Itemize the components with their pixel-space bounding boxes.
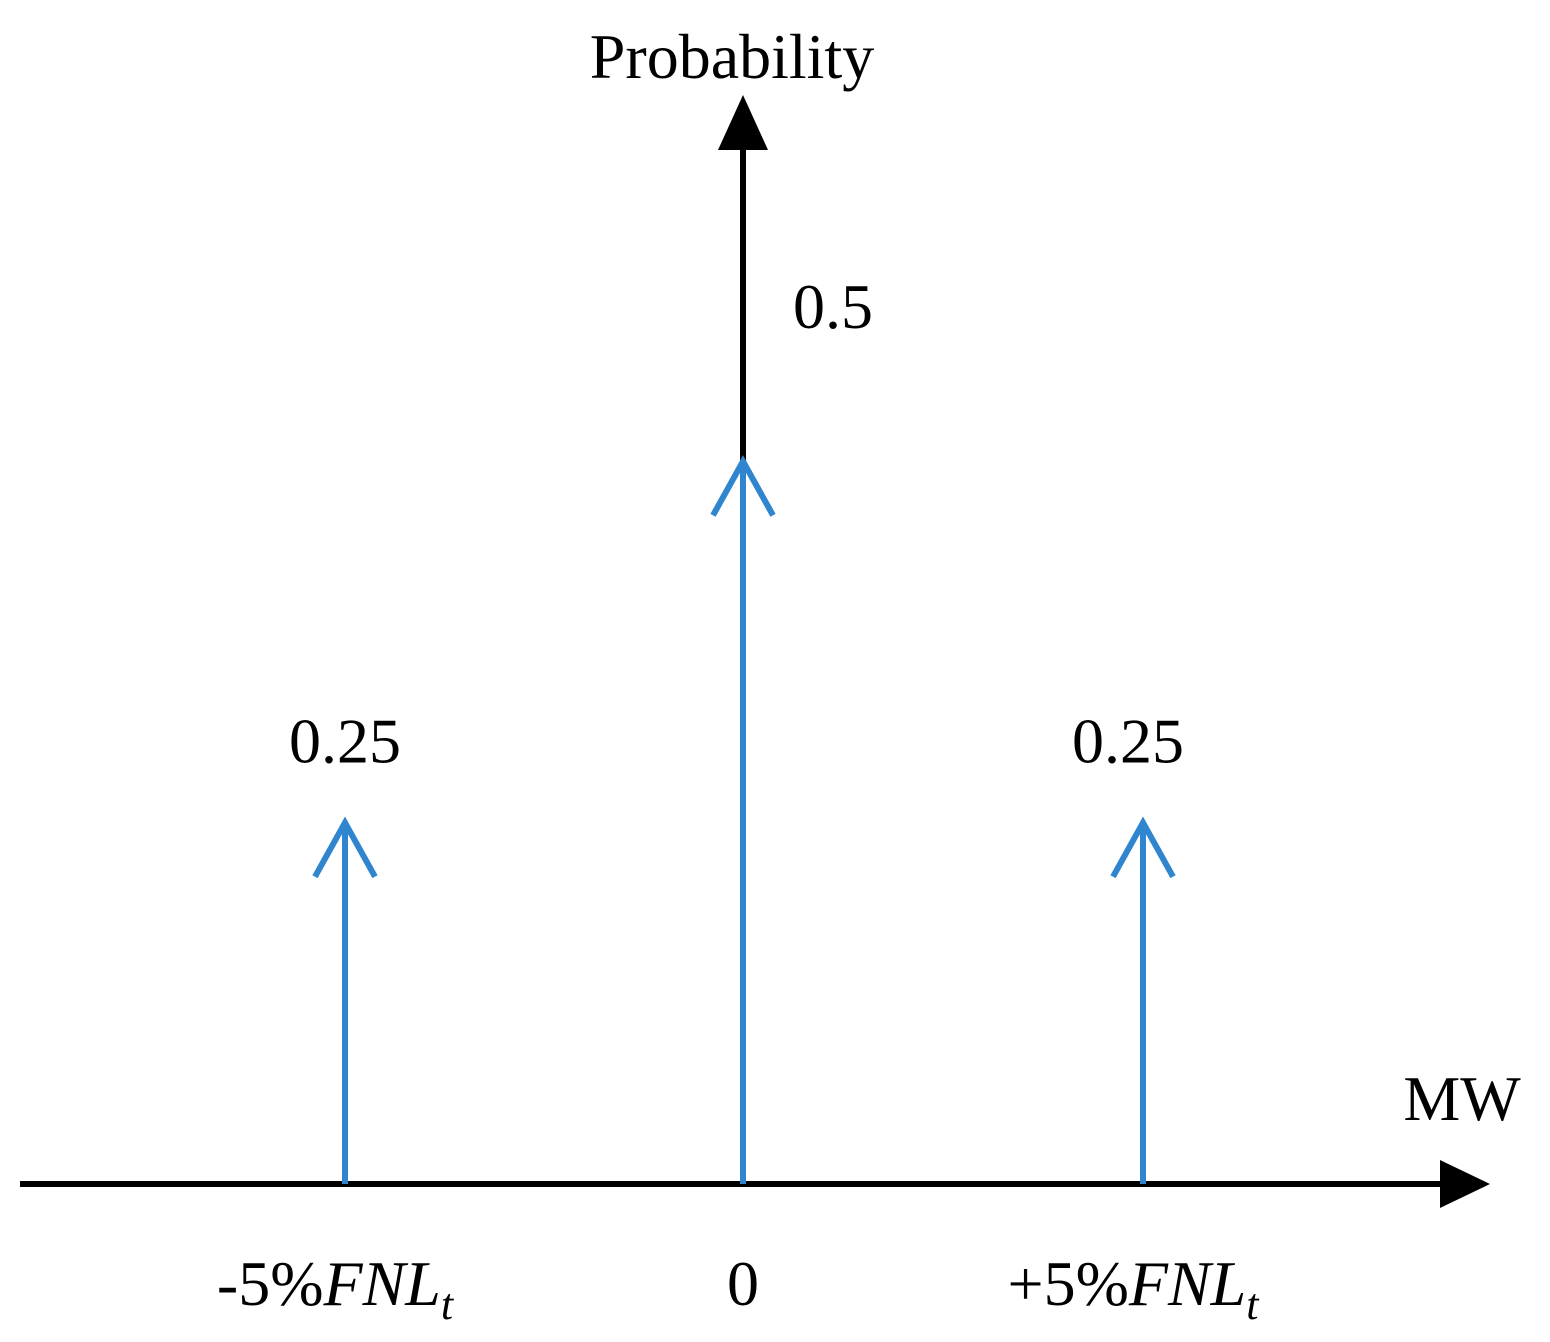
y-axis-label: Probability <box>590 21 874 92</box>
stems <box>312 455 1176 1184</box>
stem-arrowhead <box>1110 816 1176 879</box>
x-axis-arrowhead <box>1440 1160 1490 1208</box>
y-axis-arrowhead <box>718 95 768 150</box>
x-tick-labels: -5%FNLt 0 +5%FNLt <box>217 1248 1260 1329</box>
axes <box>20 95 1490 1208</box>
value-label: 0.25 <box>289 706 401 777</box>
value-labels: 0.25 0.5 0.25 <box>289 271 1184 777</box>
stem-arrowhead <box>312 816 378 879</box>
x-tick-label: 0 <box>727 1248 759 1319</box>
x-tick-label: +5%FNLt <box>1007 1248 1260 1329</box>
value-label: 0.25 <box>1072 706 1184 777</box>
x-axis-label: MW <box>1403 1063 1521 1134</box>
x-tick-label: -5%FNLt <box>217 1248 455 1329</box>
value-label: 0.5 <box>793 271 873 342</box>
stem-arrowhead <box>710 455 776 517</box>
